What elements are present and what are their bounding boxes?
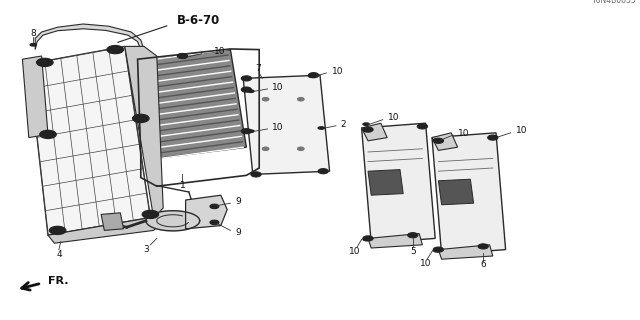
Text: 1: 1 <box>180 181 185 190</box>
Polygon shape <box>362 123 435 243</box>
Circle shape <box>478 244 488 249</box>
Circle shape <box>251 172 261 177</box>
Circle shape <box>262 147 269 150</box>
Polygon shape <box>432 133 458 150</box>
Polygon shape <box>146 211 200 231</box>
Circle shape <box>298 147 304 150</box>
Text: 9: 9 <box>236 197 241 206</box>
Polygon shape <box>368 234 422 248</box>
Circle shape <box>488 135 498 140</box>
Text: T6N4B0655: T6N4B0655 <box>592 0 637 5</box>
Text: 10: 10 <box>516 126 527 135</box>
Text: 10: 10 <box>458 129 470 138</box>
Circle shape <box>210 204 219 209</box>
Polygon shape <box>22 56 48 138</box>
Circle shape <box>433 247 444 252</box>
Circle shape <box>180 55 188 59</box>
Circle shape <box>317 126 325 130</box>
Circle shape <box>36 58 53 67</box>
Circle shape <box>362 122 370 126</box>
Circle shape <box>142 210 159 219</box>
Polygon shape <box>243 75 330 174</box>
Circle shape <box>490 135 498 139</box>
Circle shape <box>107 45 124 54</box>
Circle shape <box>132 114 149 123</box>
Circle shape <box>408 233 418 238</box>
Circle shape <box>241 76 252 81</box>
Text: 10: 10 <box>420 259 431 268</box>
Circle shape <box>247 89 255 93</box>
Circle shape <box>298 98 304 101</box>
Text: B-6-70: B-6-70 <box>177 14 220 27</box>
Circle shape <box>318 169 328 174</box>
Polygon shape <box>438 245 493 259</box>
Polygon shape <box>141 50 246 158</box>
Circle shape <box>362 237 370 241</box>
Polygon shape <box>368 170 403 195</box>
Text: 4: 4 <box>56 250 61 259</box>
Text: 10: 10 <box>272 123 284 132</box>
Text: 6: 6 <box>481 260 486 269</box>
Polygon shape <box>48 218 163 243</box>
Polygon shape <box>438 179 474 205</box>
Polygon shape <box>362 123 387 141</box>
Circle shape <box>262 98 269 101</box>
Text: 5: 5 <box>410 247 415 256</box>
Polygon shape <box>186 195 227 229</box>
Circle shape <box>49 226 66 235</box>
Circle shape <box>433 138 444 143</box>
Circle shape <box>433 138 440 142</box>
Polygon shape <box>29 46 150 235</box>
Text: 10: 10 <box>214 47 226 56</box>
Circle shape <box>417 124 428 129</box>
Text: 10: 10 <box>272 83 284 92</box>
Text: 9: 9 <box>236 228 241 237</box>
Text: 10: 10 <box>388 113 399 122</box>
Circle shape <box>363 236 373 241</box>
Text: 3: 3 <box>143 245 148 254</box>
Text: 7: 7 <box>255 64 260 73</box>
Polygon shape <box>125 46 163 218</box>
Circle shape <box>177 53 188 59</box>
Circle shape <box>29 43 37 47</box>
Text: 10: 10 <box>349 247 361 256</box>
Circle shape <box>308 74 316 78</box>
Text: FR.: FR. <box>48 276 68 286</box>
Text: 2: 2 <box>340 120 346 129</box>
Circle shape <box>40 130 56 139</box>
Text: 8: 8 <box>31 29 36 38</box>
Circle shape <box>241 87 252 92</box>
Circle shape <box>363 127 373 132</box>
Circle shape <box>433 249 440 252</box>
Circle shape <box>308 73 319 78</box>
Circle shape <box>210 220 219 225</box>
Polygon shape <box>35 24 144 50</box>
Text: 10: 10 <box>332 67 343 76</box>
Polygon shape <box>432 133 506 254</box>
Circle shape <box>247 129 255 133</box>
Polygon shape <box>101 213 124 230</box>
Circle shape <box>241 129 252 134</box>
